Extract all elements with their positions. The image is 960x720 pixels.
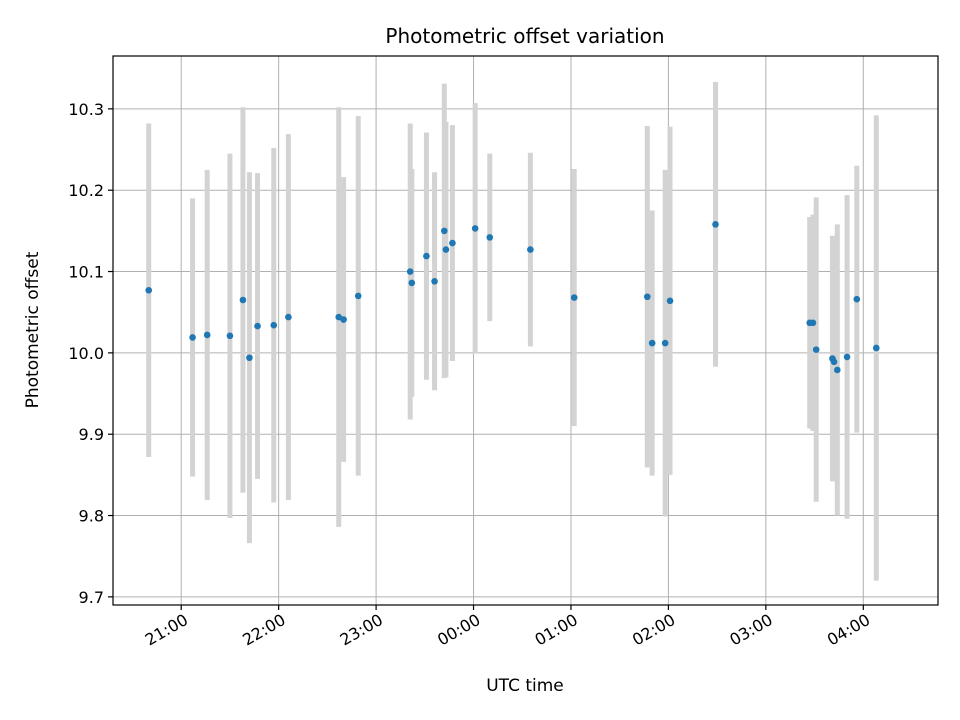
data-point bbox=[809, 319, 817, 327]
data-point bbox=[335, 313, 343, 321]
data-point bbox=[644, 293, 651, 301]
data-point bbox=[812, 346, 820, 353]
data-point bbox=[834, 366, 841, 374]
data-point bbox=[189, 334, 196, 341]
data-point bbox=[203, 331, 211, 339]
data-point bbox=[406, 268, 414, 275]
data-point bbox=[486, 234, 494, 241]
data-points bbox=[145, 221, 880, 374]
data-point bbox=[246, 354, 253, 362]
data-point bbox=[666, 297, 674, 305]
data-point bbox=[661, 339, 669, 347]
y-tick-label: 9.8 bbox=[79, 507, 104, 526]
data-point bbox=[570, 294, 578, 301]
y-tick-label: 10.1 bbox=[68, 263, 104, 282]
y-tick-label: 9.9 bbox=[79, 425, 104, 444]
data-point bbox=[270, 321, 278, 329]
data-point bbox=[254, 322, 261, 330]
data-point bbox=[408, 279, 416, 287]
y-tick-label: 10.0 bbox=[68, 344, 104, 363]
data-point bbox=[423, 252, 430, 260]
data-point bbox=[285, 313, 292, 321]
plot-frame bbox=[112, 55, 939, 606]
data-point bbox=[354, 292, 362, 300]
y-tick-label: 9.7 bbox=[79, 588, 104, 607]
data-point bbox=[471, 225, 479, 232]
y-tick-label: 10.2 bbox=[68, 181, 104, 200]
data-point bbox=[431, 277, 438, 285]
y-axis: 9.7 9.8 9.9 10.0 10.1 10.2 10.3 bbox=[68, 100, 113, 607]
chart-title: Photometric offset variation bbox=[385, 24, 664, 48]
y-axis-label: Photometric offset bbox=[23, 251, 43, 408]
data-point bbox=[712, 221, 719, 228]
data-point bbox=[440, 227, 448, 235]
data-point bbox=[853, 295, 861, 303]
data-point bbox=[239, 296, 247, 304]
data-point bbox=[872, 344, 880, 352]
data-point bbox=[830, 358, 838, 366]
data-point bbox=[145, 286, 153, 294]
data-point bbox=[527, 246, 534, 253]
data-point bbox=[442, 246, 450, 253]
x-axis-label: UTC time bbox=[486, 676, 564, 696]
data-point bbox=[226, 332, 234, 340]
data-point bbox=[340, 316, 347, 323]
data-point bbox=[648, 339, 656, 347]
data-point bbox=[843, 353, 851, 361]
data-point bbox=[449, 239, 456, 247]
y-tick-label: 10.3 bbox=[68, 100, 104, 119]
